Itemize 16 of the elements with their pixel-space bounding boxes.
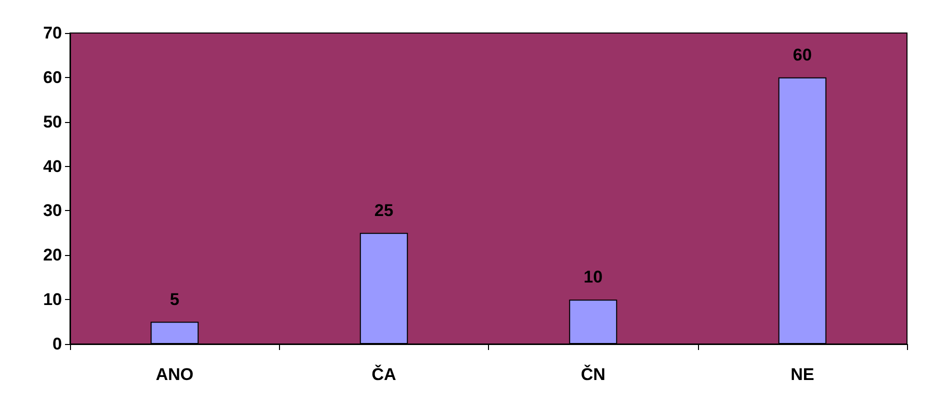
y-tick-label: 20: [43, 246, 62, 265]
y-tick-label: 70: [43, 24, 62, 42]
y-tick-label: 40: [43, 156, 62, 176]
y-tick-label: 10: [43, 290, 62, 310]
y-tick-label: 50: [43, 112, 62, 132]
y-tick-label: 0: [52, 334, 62, 354]
x-tick-label: NE: [790, 365, 814, 384]
data-label: 5: [170, 290, 180, 309]
data-label: 60: [792, 45, 812, 64]
y-tick-label: 30: [43, 201, 62, 220]
data-label: 25: [374, 200, 394, 220]
x-tick-label: ANO: [156, 365, 194, 384]
x-tick-label: ČN: [580, 364, 606, 384]
data-label: 10: [584, 268, 603, 287]
y-tick-label: 60: [43, 68, 62, 87]
x-tick-label: ČA: [372, 364, 396, 384]
